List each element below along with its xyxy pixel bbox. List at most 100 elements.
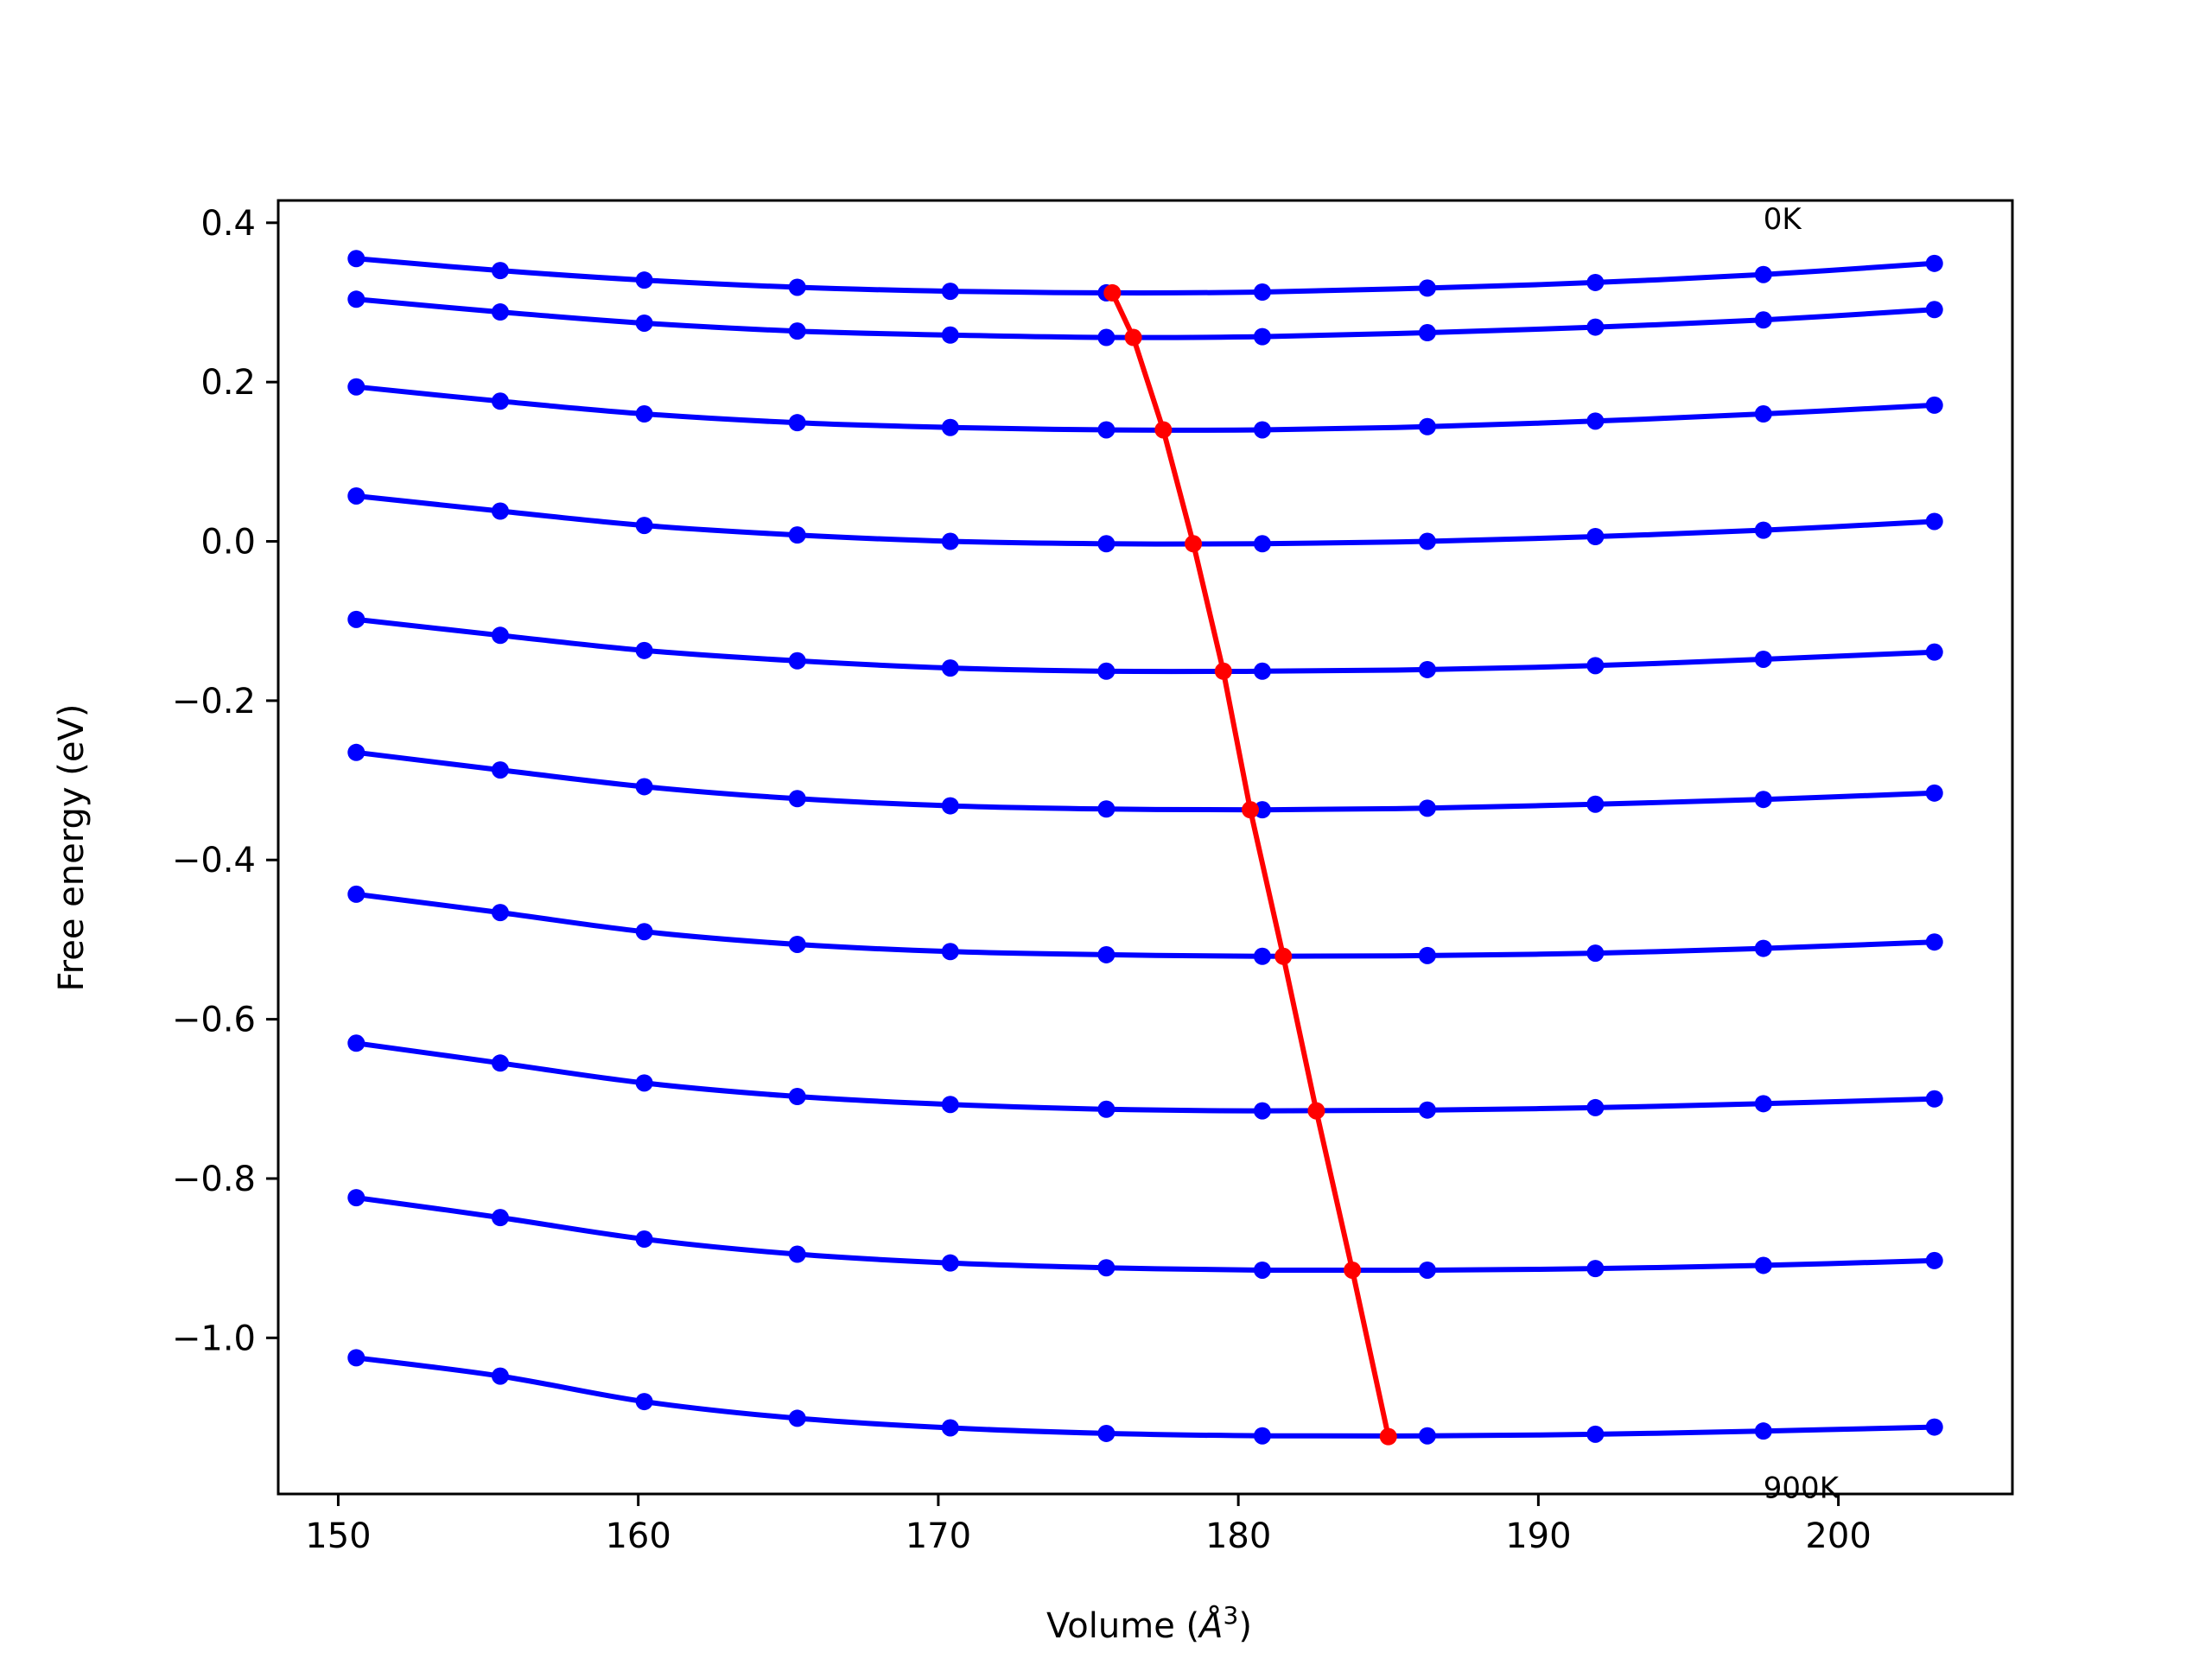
data-point [635, 1074, 653, 1092]
y-tick-label: −1.0 [172, 1319, 256, 1358]
x-axis-label-exponent: 3 [1224, 1601, 1239, 1630]
data-point [1586, 795, 1605, 813]
data-point [1754, 521, 1772, 539]
data-point [1925, 301, 1943, 319]
data-point [491, 626, 509, 645]
data-point [788, 790, 806, 808]
data-point [788, 414, 806, 432]
data-point [1586, 1260, 1605, 1278]
data-point [347, 885, 365, 903]
data-point [491, 761, 509, 779]
minima-line-group [1103, 283, 1397, 1446]
data-point [788, 278, 806, 296]
data-point [1253, 283, 1271, 302]
data-point [1418, 279, 1436, 297]
annotation-1: 900K [1764, 1471, 1840, 1506]
data-point [1925, 254, 1943, 272]
y-tick-label: 0.0 [200, 523, 256, 563]
y-tick-label: −0.2 [172, 682, 256, 721]
data-point [347, 1034, 365, 1052]
data-point [1097, 535, 1116, 553]
data-point [347, 1349, 365, 1367]
data-point [347, 610, 365, 628]
y-axis-label: Free energy (eV) [52, 704, 92, 992]
data-point [941, 418, 959, 436]
data-point [1586, 657, 1605, 675]
data-point [1097, 421, 1116, 439]
data-point [1097, 1100, 1116, 1118]
data-point [1253, 327, 1271, 346]
data-point [788, 1245, 806, 1263]
data-point [1253, 535, 1271, 553]
data-point [1418, 660, 1436, 678]
data-point [1925, 396, 1943, 414]
data-point [1253, 801, 1271, 819]
data-point [1925, 933, 1943, 951]
data-point [1418, 324, 1436, 342]
x-tick-label: 170 [906, 1516, 971, 1556]
annotation-0: 0K [1764, 202, 1803, 237]
data-point [491, 392, 509, 410]
data-point [1754, 265, 1772, 283]
x-axis-ticks: 150 160 170 180 190 200 [305, 1494, 1872, 1556]
data-point [635, 923, 653, 941]
data-point [491, 303, 509, 321]
data-point [635, 405, 653, 423]
data-point [1418, 1101, 1436, 1119]
data-point [491, 502, 509, 520]
minima-point [1307, 1102, 1325, 1120]
y-tick-label: 0.2 [200, 363, 256, 403]
data-point [635, 1393, 653, 1411]
plot-frame [276, 199, 2014, 1496]
data-point [788, 1409, 806, 1427]
data-point [788, 322, 806, 340]
data-point [1754, 939, 1772, 957]
x-tick-label: 150 [305, 1516, 371, 1556]
data-point [1097, 662, 1116, 680]
data-point [941, 1254, 959, 1272]
data-point [941, 1419, 959, 1437]
data-point [1253, 662, 1271, 680]
data-point [1925, 512, 1943, 531]
data-point [1925, 1251, 1943, 1269]
y-tick-label: −0.6 [172, 1001, 256, 1040]
data-point [1754, 1095, 1772, 1113]
y-tick-label: −0.4 [172, 841, 256, 880]
minima-point [1344, 1261, 1362, 1279]
x-axis-label-text: Volume ( [1046, 1606, 1199, 1646]
y-tick-label: 0.4 [200, 204, 256, 244]
data-point [635, 314, 653, 332]
data-point [491, 262, 509, 280]
data-point [1253, 421, 1271, 439]
data-point [1925, 1418, 1943, 1436]
data-point [635, 778, 653, 796]
x-tick-label: 160 [605, 1516, 671, 1556]
data-point [491, 904, 509, 922]
data-point [1253, 947, 1271, 965]
data-point [1097, 945, 1116, 963]
data-point [941, 326, 959, 344]
minima-point [1214, 662, 1232, 680]
data-point [1586, 944, 1605, 963]
data-point [347, 290, 365, 308]
data-point [1586, 412, 1605, 430]
data-point [635, 641, 653, 659]
minima-point [1103, 283, 1122, 302]
data-point [635, 1230, 653, 1249]
data-point [1754, 650, 1772, 668]
x-axis-label-close: ) [1238, 1606, 1252, 1646]
minima-line [1109, 291, 1391, 1438]
data-point [1097, 1259, 1116, 1277]
x-tick-label: 190 [1505, 1516, 1571, 1556]
data-point [1586, 1098, 1605, 1116]
minima-point [1185, 535, 1203, 553]
data-point [1925, 784, 1943, 802]
minima-point [1242, 801, 1260, 819]
data-point [941, 797, 959, 815]
x-axis-label-unit: Å [1197, 1605, 1223, 1646]
minima-point [1274, 947, 1293, 965]
data-point [1418, 799, 1436, 817]
data-point [1097, 328, 1116, 346]
data-point [635, 271, 653, 289]
